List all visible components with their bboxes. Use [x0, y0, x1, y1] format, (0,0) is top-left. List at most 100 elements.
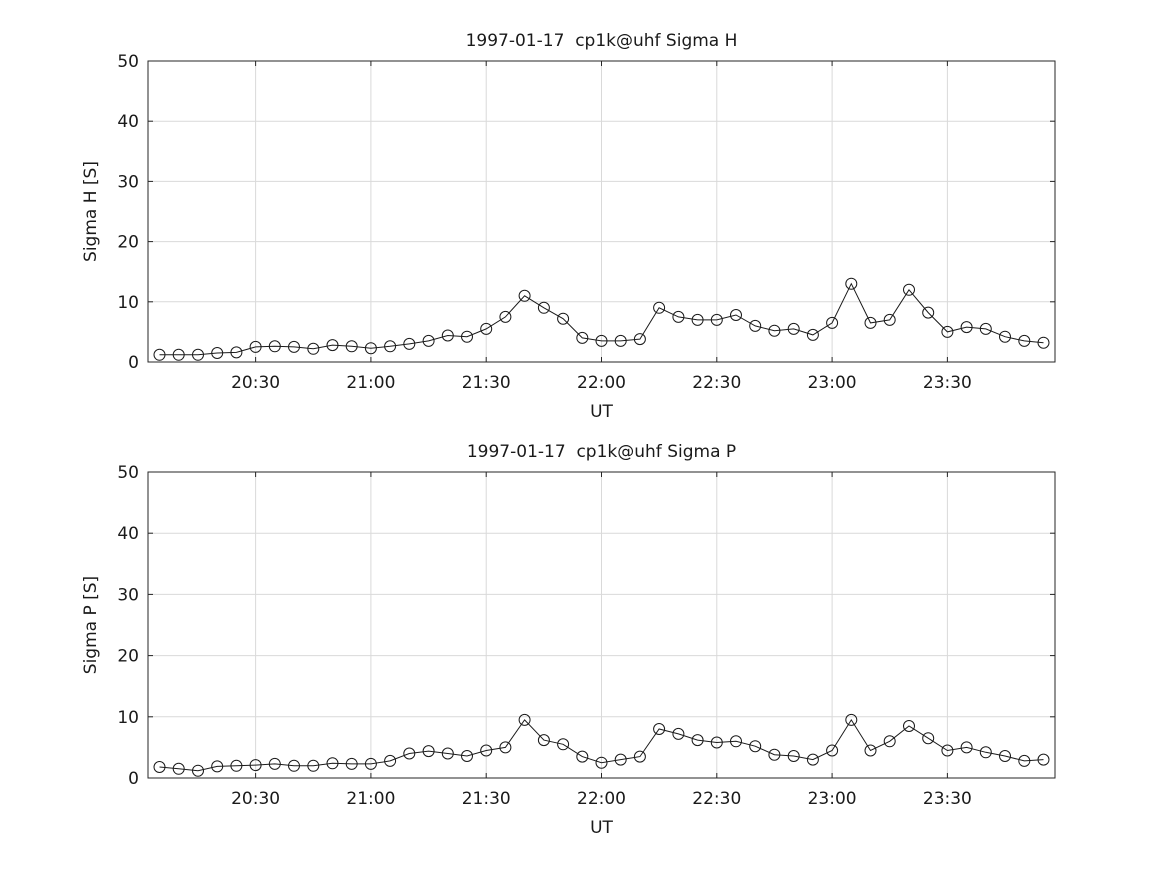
data-point-marker	[499, 310, 512, 323]
y-tick-label: 50	[117, 463, 139, 483]
data-point-marker	[557, 738, 570, 751]
data-point-marker	[691, 313, 704, 326]
x-tick-label: 22:00	[577, 373, 626, 393]
data-point-marker	[288, 759, 300, 772]
data-point-marker	[211, 760, 224, 773]
data-point-marker	[268, 340, 281, 353]
x-tick-label: 21:30	[462, 373, 511, 393]
data-point-marker	[922, 732, 935, 745]
data-point-marker	[153, 761, 166, 773]
x-tick-label: 23:30	[923, 789, 972, 809]
x-tick-label: 23:00	[808, 789, 857, 809]
data-point-marker	[288, 340, 300, 353]
chart-sigma-h: 20:30 21:00 21:30 22:00 22:30 23:00 23:30 0 10 20…	[81, 31, 1056, 422]
data-point-marker	[557, 312, 570, 325]
data-point-marker	[653, 301, 666, 314]
data-point-marker	[230, 346, 243, 359]
x-tick-label: 20:30	[231, 373, 280, 393]
data-point-marker	[960, 321, 973, 334]
data-point-marker	[614, 334, 627, 347]
data-point-marker	[883, 313, 896, 326]
data-point-marker	[941, 744, 954, 757]
data-point-marker	[999, 750, 1011, 762]
data-point-marker	[960, 741, 973, 754]
data-point-marker	[518, 713, 531, 726]
data-point-marker	[1037, 336, 1050, 349]
y-tick-label: 30	[117, 585, 139, 605]
data-point-marker	[537, 734, 550, 747]
y-tick-label: 40	[117, 112, 139, 132]
y-tick-label: 20	[117, 233, 139, 253]
data-point-marker	[345, 340, 358, 353]
y-tick-label: 50	[117, 52, 139, 72]
data-point-marker	[480, 744, 493, 757]
y-tick-label: 40	[117, 524, 139, 544]
data-point-marker	[614, 753, 627, 766]
data-point-marker	[345, 757, 358, 770]
data-point-marker	[922, 306, 935, 319]
series-line-sigma-h	[159, 282, 1044, 356]
data-point-marker	[845, 713, 858, 726]
data-point-marker	[422, 745, 435, 758]
data-point-marker	[768, 324, 781, 337]
data-point-marker	[230, 759, 243, 772]
data-point-marker	[672, 310, 685, 323]
x-axis-label: UT	[590, 818, 613, 838]
data-point-marker	[537, 301, 550, 314]
data-point-marker	[710, 736, 723, 749]
data-point-marker	[403, 747, 416, 760]
data-point-marker	[806, 753, 819, 766]
data-point-marker	[211, 347, 224, 359]
data-point-marker	[441, 329, 454, 342]
data-point-marker	[172, 348, 185, 361]
data-point-marker	[268, 757, 281, 770]
data-point-marker	[710, 313, 723, 326]
data-point-marker	[768, 748, 781, 761]
data-point-marker	[364, 342, 377, 355]
data-point-marker	[576, 750, 589, 763]
data-point-marker	[364, 757, 377, 770]
data-point-marker	[999, 330, 1011, 343]
x-tick-label: 21:30	[462, 789, 511, 809]
data-point-marker	[576, 331, 589, 344]
data-point-marker	[422, 334, 435, 347]
x-tick-label: 21:00	[346, 789, 395, 809]
y-tick-label: 0	[128, 769, 139, 789]
chart-sigma-p: 20:30 21:00 21:30 22:00 22:30 23:00 23:30 0 10 20…	[81, 442, 1056, 838]
data-point-marker	[192, 348, 204, 361]
y-tick-label: 20	[117, 647, 139, 667]
data-point-marker	[903, 720, 915, 732]
y-axis-label-sigma-p: Sigma P [S]	[81, 576, 101, 674]
data-point-marker	[403, 337, 416, 350]
data-point-marker	[749, 740, 762, 753]
data-point-marker	[979, 746, 992, 759]
data-point-marker	[461, 330, 473, 343]
data-point-marker	[307, 759, 320, 772]
data-point-marker	[249, 759, 262, 772]
x-tick-label: 20:30	[231, 789, 280, 809]
data-point-marker	[691, 734, 704, 747]
data-point-marker	[1018, 334, 1031, 347]
data-point-marker	[326, 339, 339, 352]
x-tick-label: 22:30	[692, 373, 741, 393]
x-tick-label: 21:00	[346, 373, 395, 393]
data-point-marker	[653, 723, 666, 735]
chart-title-sigma-h: 1997-01-17 cp1k@uhf Sigma H	[466, 31, 738, 51]
data-point-marker	[595, 334, 608, 347]
chart-title-sigma-p: 1997-01-17 cp1k@uhf Sigma P	[467, 442, 736, 462]
data-point-marker	[672, 727, 685, 740]
data-point-marker	[903, 283, 915, 296]
data-point-marker	[633, 750, 646, 763]
data-point-marker	[787, 322, 800, 335]
data-point-marker	[730, 735, 742, 748]
series-line-sigma-p	[159, 718, 1044, 772]
y-axis-label-sigma-h: Sigma H [S]	[81, 161, 101, 262]
data-point-marker	[633, 333, 646, 346]
data-point-marker	[499, 741, 512, 754]
data-point-marker	[249, 340, 262, 353]
data-point-marker	[826, 316, 839, 329]
data-point-marker	[845, 277, 858, 290]
data-point-marker	[384, 340, 397, 353]
y-tick-label: 30	[117, 172, 139, 192]
